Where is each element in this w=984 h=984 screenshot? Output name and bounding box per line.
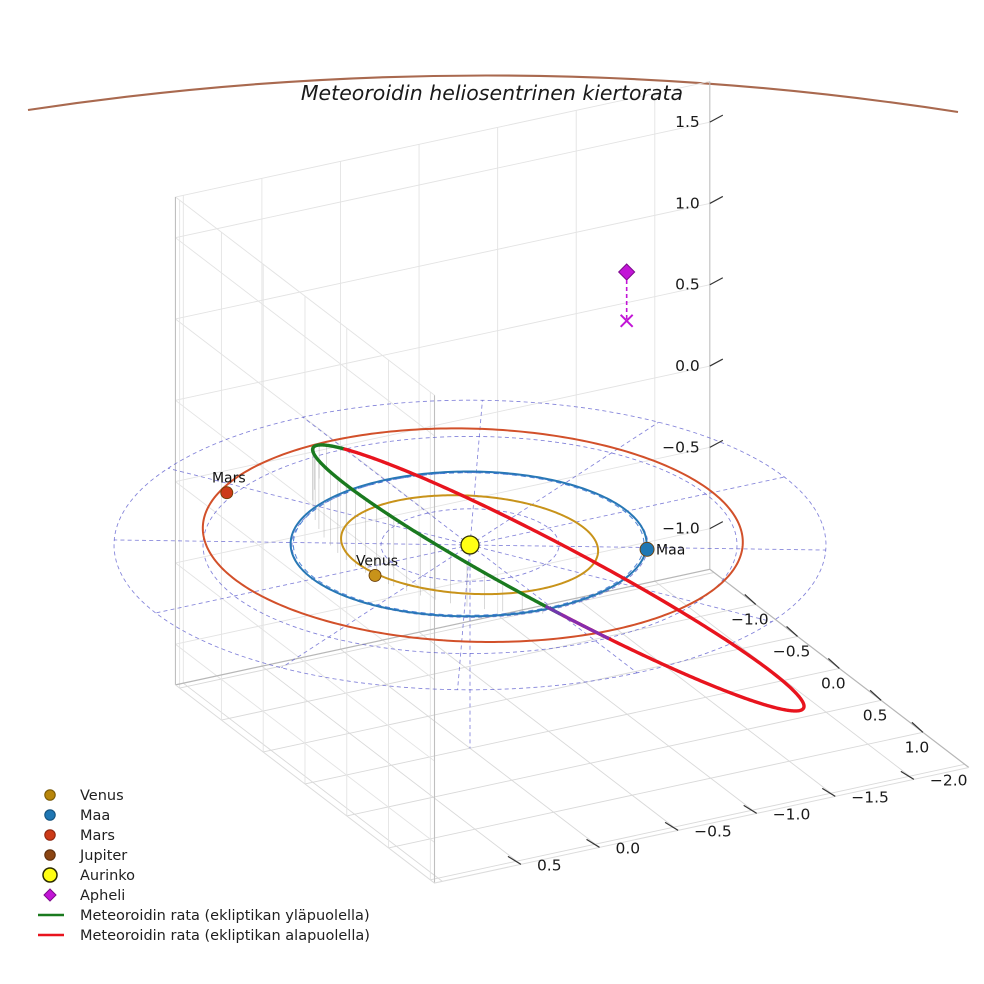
- legend-item-label[interactable]: Jupiter: [79, 848, 127, 864]
- axes-panes: [174, 81, 970, 884]
- axis-tick-label: 1.0: [675, 194, 700, 212]
- axis-tick-label: −1.0: [662, 520, 700, 538]
- legend-item-label[interactable]: Meteoroidin rata (ekliptikan alapuolella…: [80, 928, 370, 944]
- meteoroid-above-ecliptic: [310, 443, 391, 517]
- axis-tick-label: −1.0: [731, 610, 769, 628]
- marker-venus: [368, 568, 382, 582]
- polar-grid: [113, 399, 827, 749]
- meteoroid-below-ecliptic: [343, 447, 806, 713]
- page-title: Meteoroidin heliosentrinen kiertorata: [301, 81, 683, 105]
- axis-tick-label: 1.5: [675, 113, 700, 131]
- axis-tick-label: 0.5: [675, 276, 700, 294]
- axis-tick-label: −0.5: [773, 642, 811, 660]
- axis-tick-label: −1.0: [773, 805, 811, 823]
- meteoroid-near-earth-segment: [544, 604, 610, 641]
- legend-swatch-diamond: [43, 888, 57, 902]
- axis-tick-label: 0.5: [537, 856, 562, 874]
- legend-item-label[interactable]: Apheli: [80, 888, 125, 904]
- legend-swatch-circle: [44, 809, 56, 821]
- axis-tick-label: 0.0: [616, 839, 641, 857]
- axis-ticks: 1.51.00.50.0−0.5−1.0−1.0−0.50.00.51.00.5…: [507, 113, 968, 874]
- legend-item-label[interactable]: Mars: [80, 828, 115, 844]
- axis-tick-label: −2.0: [930, 771, 968, 789]
- legend: Venus Maa Mars Jupiter Aurinko Apheli Meteoroi…: [38, 788, 370, 944]
- legend-swatch-circle: [44, 849, 56, 861]
- marker-aurinko: [460, 535, 480, 555]
- legend-item-label[interactable]: Meteoroidin rata (ekliptikan yläpuolella…: [80, 908, 370, 924]
- marker-label-venus: Venus: [356, 553, 398, 569]
- axis-tick-label: −1.5: [851, 788, 889, 806]
- axis-tick-label: 1.0: [905, 738, 930, 756]
- axis-tick-label: 0.0: [821, 674, 846, 692]
- legend-swatch-circle: [44, 789, 56, 801]
- legend-item-label[interactable]: Venus: [80, 788, 124, 804]
- legend-swatch-circle: [42, 867, 58, 883]
- marker-label-maa: Maa: [656, 542, 685, 558]
- axis-tick-label: 0.0: [675, 357, 700, 375]
- meteoroid-above-ecliptic: [386, 512, 562, 616]
- apheli-projection-x: [619, 314, 634, 328]
- axis-tick-label: 0.5: [863, 706, 888, 724]
- orbit-venus: [340, 494, 600, 596]
- axis-tick-label: −0.5: [662, 438, 700, 456]
- marker-apheli: [617, 263, 636, 281]
- body-markers: Venus Maa Mars: [212, 263, 685, 582]
- legend-item-label[interactable]: Maa: [80, 808, 110, 824]
- marker-maa: [639, 541, 655, 557]
- marker-label-mars: Mars: [212, 471, 246, 487]
- marker-mars: [220, 486, 234, 500]
- legend-item-label[interactable]: Aurinko: [80, 868, 135, 884]
- jupiter-orbit-arc: [27, 74, 959, 114]
- jupiter-orbit-path: [27, 74, 959, 114]
- axis-tick-label: −0.5: [694, 822, 732, 840]
- meteoroid-orbit: [310, 443, 806, 713]
- legend-swatch-circle: [44, 829, 56, 841]
